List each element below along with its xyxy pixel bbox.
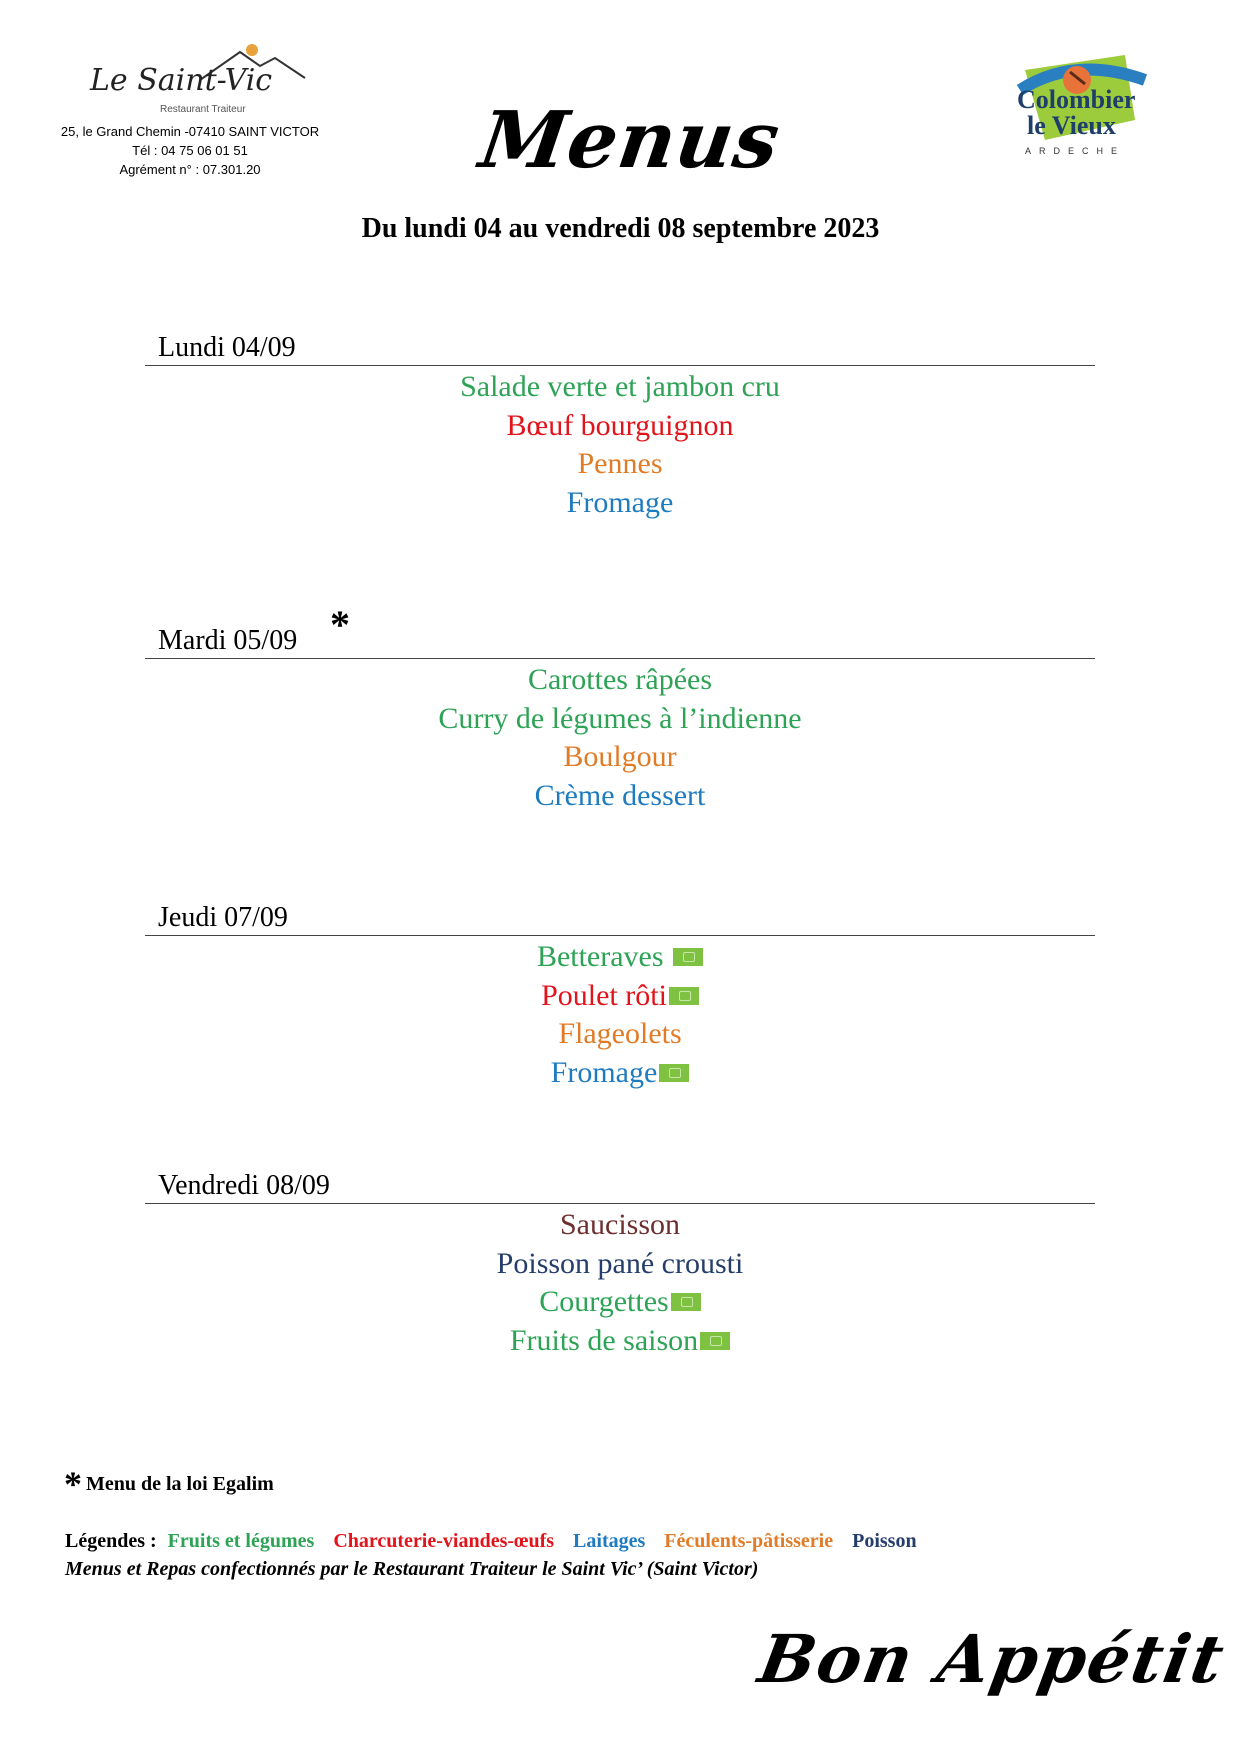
menu-item: Saucisson <box>560 1208 680 1241</box>
menu-period: Du lundi 04 au vendredi 08 septembre 202… <box>361 213 880 244</box>
legend-fish: Poisson <box>852 1530 917 1552</box>
day-name: Lundi 04/09 <box>158 332 296 363</box>
address-line-street: 25, le Grand Chemin -07410 SAINT VICTOR <box>60 124 320 139</box>
saint-vic-logo-graphic: Le Saint-Vic Restaurant Traiteur <box>89 44 306 115</box>
day-name: Jeudi 07/09 <box>158 902 288 933</box>
day-header: Lundi 04/09 <box>145 327 1095 366</box>
day-header: Jeudi 07/09 <box>145 897 1095 936</box>
colombier-logo-graphic: Colombier le Vieux ARDECHE <box>1016 55 1148 156</box>
address-line-phone: Tél : 04 75 06 01 51 <box>132 143 248 158</box>
egalim-star: * <box>64 1464 82 1504</box>
day-friday: Vendredi 08/09 Saucisson Poisson pané cr… <box>145 1165 1095 1360</box>
legend-label: Légendes : <box>65 1530 157 1552</box>
menu-item: Crème dessert <box>534 778 706 812</box>
day-monday: Lundi 04/09 Salade verte et jambon cru B… <box>145 327 1095 522</box>
menu-item: Courgettes <box>145 1283 1095 1322</box>
logo-right-line1: Colombier <box>1017 85 1135 114</box>
day-tuesday: Mardi 05/09 * Carottes râpées Curry de l… <box>145 602 1095 815</box>
colombier-le-vieux-logo: Colombier le Vieux ARDECHE <box>1015 50 1165 170</box>
legend-fruits-vegetables: Fruits et légumes <box>167 1530 315 1552</box>
menu-items: Carottes râpées Curry de légumes à l’ind… <box>145 661 1095 815</box>
menu-item: Bœuf bourguignon <box>506 408 734 442</box>
day-header: Vendredi 08/09 <box>145 1165 1095 1204</box>
legend: Légendes : Fruits et légumes Charcuterie… <box>65 1530 931 1553</box>
menu-item: Fromage <box>566 485 674 519</box>
egalim-star: * <box>330 602 350 647</box>
day-header: Mardi 05/09 * <box>145 602 1095 659</box>
menu-item: Boulgour <box>563 740 677 773</box>
organic-badge-icon <box>670 1293 701 1311</box>
logo-right-line3: ARDECHE <box>1025 146 1125 156</box>
address-line-agreement: Agrément n° : 07.301.20 <box>119 162 261 177</box>
closing-greeting: Bon Appétit ! <box>753 1620 1241 1698</box>
menu-item: Betteraves <box>145 938 1095 977</box>
organic-badge-icon <box>673 948 704 966</box>
menu-item: Carottes râpées <box>527 663 713 696</box>
menu-item: Curry de légumes à l’indienne <box>438 701 802 735</box>
day-name: Vendredi 08/09 <box>158 1170 330 1201</box>
menu-items: Betteraves Poulet rôti Flageolets Fromag… <box>145 938 1095 1092</box>
menu-item: Flageolets <box>558 1017 682 1050</box>
legend-dairy: Laitages <box>573 1530 646 1552</box>
egalim-text: Menu de la loi Egalim <box>86 1473 274 1495</box>
credit-line: Menus et Repas confectionnés par le Rest… <box>65 1558 759 1580</box>
menu-items: Saucisson Poisson pané crousti Courgette… <box>145 1206 1095 1360</box>
day-thursday: Jeudi 07/09 Betteraves Poulet rôti Flage… <box>145 897 1095 1092</box>
menu-item: Fruits de saison <box>145 1322 1095 1361</box>
saint-vic-logo: Le Saint-Vic Restaurant Traiteur <box>80 40 310 120</box>
menu-item: Poisson pané crousti <box>496 1246 744 1280</box>
logo-left-text: Le Saint-Vic <box>89 63 272 98</box>
menu-item: Poulet rôti <box>145 977 1095 1016</box>
legend-charcuterie: Charcuterie-viandes-œufs <box>333 1530 555 1552</box>
egalim-note: * Menu de la loi Egalim <box>64 1457 274 1504</box>
page-title: Menus <box>474 95 786 186</box>
logo-right-line2: le Vieux <box>1027 111 1116 140</box>
organic-badge-icon <box>700 1331 731 1350</box>
address-block: 25, le Grand Chemin -07410 SAINT VICTOR … <box>40 122 340 179</box>
organic-badge-icon <box>659 1063 690 1082</box>
menu-item: Pennes <box>577 447 663 480</box>
legend-starch: Féculents-pâtisserie <box>664 1530 834 1552</box>
day-name: Mardi 05/09 <box>158 625 298 656</box>
logo-left-sub: Restaurant Traiteur <box>160 104 246 115</box>
menu-items: Salade verte et jambon cru Bœuf bourguig… <box>145 368 1095 522</box>
organic-badge-icon <box>668 986 699 1005</box>
menu-item: Salade verte et jambon cru <box>460 370 780 403</box>
menu-item: Fromage <box>145 1054 1095 1093</box>
